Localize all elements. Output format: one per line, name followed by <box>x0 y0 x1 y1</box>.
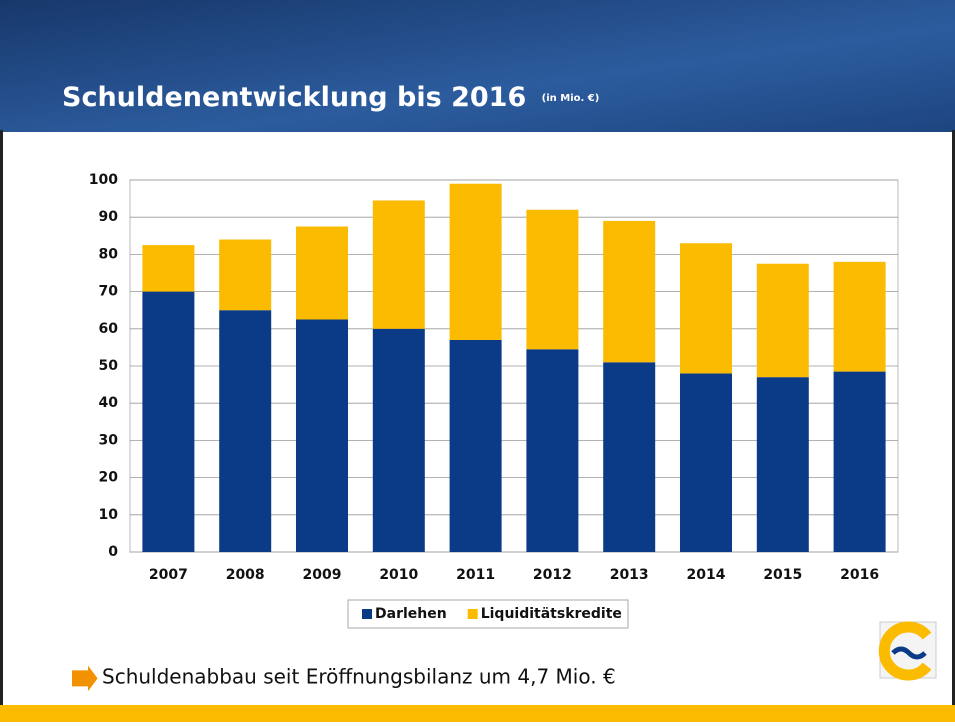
legend-swatch <box>362 609 372 619</box>
legend-label: Liquiditätskredite <box>481 606 622 622</box>
x-tick-label: 2014 <box>687 567 726 583</box>
title-main: Schuldenentwicklung bis 2016 <box>62 82 526 113</box>
bar-segment <box>603 362 656 552</box>
y-tick-label: 30 <box>99 432 119 448</box>
x-tick-label: 2016 <box>840 567 879 583</box>
legend-box <box>347 599 629 629</box>
legend: Darlehen Liquiditätskredite <box>347 599 629 629</box>
left-border <box>0 130 3 705</box>
y-tick-label: 70 <box>99 284 119 300</box>
bar-segment <box>372 200 425 329</box>
logo <box>878 621 937 681</box>
x-tick-label: 2011 <box>456 567 495 583</box>
legend-swatch <box>467 609 478 619</box>
bar-segment <box>833 261 886 372</box>
chart: 0 10 20 30 40 50 60 70 80 90 100 2007 2008 2009 2010 20… <box>89 172 899 629</box>
bar-segment <box>526 209 579 350</box>
footer-band <box>0 705 955 722</box>
y-tick-label: 40 <box>99 395 119 411</box>
bar-segment <box>680 243 732 374</box>
bar-segment <box>526 349 579 552</box>
bar-segment <box>219 239 272 311</box>
y-tick-label: 20 <box>99 470 119 486</box>
bar-segment <box>833 371 886 552</box>
y-tick-label: 80 <box>99 246 119 262</box>
right-border <box>952 130 955 705</box>
bar-segment <box>372 328 425 552</box>
bar-segment <box>449 183 502 340</box>
title-note: (in Mio. €) <box>542 93 600 104</box>
y-tick-label: 50 <box>99 358 119 374</box>
y-tick-label: 10 <box>99 507 119 523</box>
bar-segment <box>680 373 732 552</box>
x-tick-label: 2009 <box>303 567 342 583</box>
bar-segment <box>142 291 195 552</box>
x-tick-label: 2010 <box>379 567 418 583</box>
bar-segment <box>756 377 809 552</box>
bar-segment <box>756 263 809 378</box>
y-tick-label: 100 <box>89 172 118 188</box>
y-tick-label: 0 <box>108 544 118 560</box>
bullet-text: Schuldenabbau seit Eröffnungsbilanz um 4… <box>102 665 616 689</box>
x-tick-label: 2013 <box>610 567 649 583</box>
legend-label: Darlehen <box>375 606 447 622</box>
header-band <box>0 0 955 132</box>
slide-title: Schuldenentwicklung bis 2016 (in Mio. €) <box>62 82 599 113</box>
bar-segment <box>296 319 348 552</box>
x-tick-label: 2015 <box>763 567 802 583</box>
y-tick-label: 90 <box>99 209 119 225</box>
bar-segment <box>449 339 502 552</box>
x-tick-label: 2012 <box>533 567 572 583</box>
bar-segment <box>296 226 348 320</box>
bar-segment <box>219 310 272 552</box>
bullet-arrow <box>72 665 98 692</box>
bar-segment <box>603 220 656 363</box>
x-tick-label: 2007 <box>149 567 188 583</box>
y-tick-label: 60 <box>99 321 119 337</box>
bar-segment <box>142 245 195 292</box>
x-tick-label: 2008 <box>226 567 265 583</box>
